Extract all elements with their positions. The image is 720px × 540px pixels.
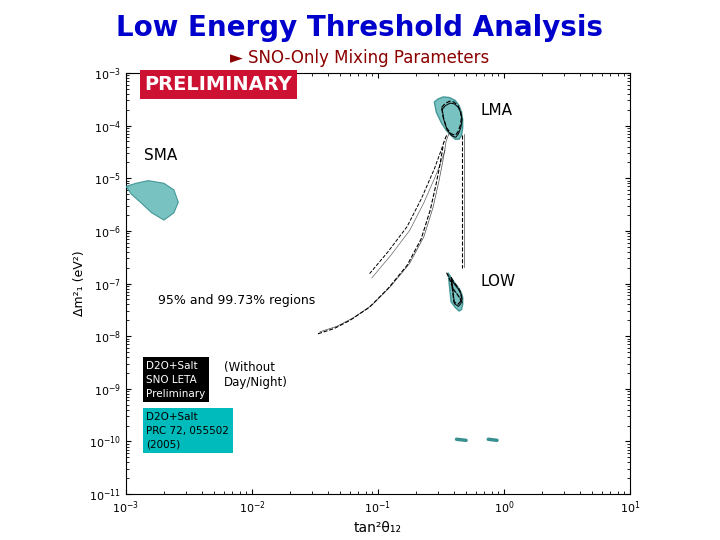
Text: D2O+Salt
PRC 72, 055502
(2005): D2O+Salt PRC 72, 055502 (2005) xyxy=(146,411,229,450)
Text: SMA: SMA xyxy=(145,148,178,163)
Y-axis label: Δm²₁ (eV²): Δm²₁ (eV²) xyxy=(73,251,86,316)
Text: LOW: LOW xyxy=(480,274,516,289)
Polygon shape xyxy=(126,180,179,220)
Text: 95% and 99.73% regions: 95% and 99.73% regions xyxy=(158,294,315,307)
Text: Low Energy Threshold Analysis: Low Energy Threshold Analysis xyxy=(117,14,603,42)
Text: ► SNO-Only Mixing Parameters: ► SNO-Only Mixing Parameters xyxy=(230,49,490,66)
Text: D2O+Salt
SNO LETA
Preliminary: D2O+Salt SNO LETA Preliminary xyxy=(146,361,206,399)
Text: (Without
Day/Night): (Without Day/Night) xyxy=(224,361,288,389)
X-axis label: tan²θ₁₂: tan²θ₁₂ xyxy=(354,521,402,535)
Text: LMA: LMA xyxy=(480,103,513,118)
Polygon shape xyxy=(448,273,463,311)
Text: PRELIMINARY: PRELIMINARY xyxy=(145,75,292,94)
Polygon shape xyxy=(434,97,463,139)
